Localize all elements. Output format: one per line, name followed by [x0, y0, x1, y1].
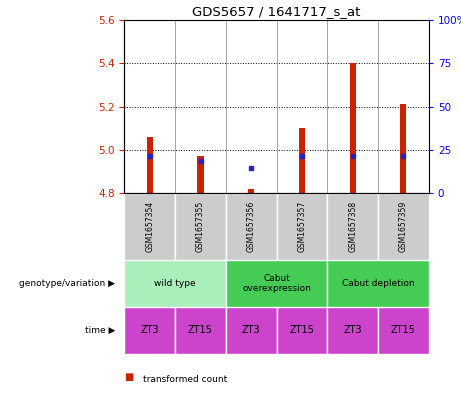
Bar — [248, 189, 254, 193]
Text: Cabut
overexpression: Cabut overexpression — [242, 274, 311, 293]
Title: GDS5657 / 1641717_s_at: GDS5657 / 1641717_s_at — [192, 6, 361, 18]
Bar — [400, 104, 407, 193]
Text: time ▶: time ▶ — [85, 326, 115, 335]
Bar — [124, 260, 226, 307]
Bar — [277, 307, 327, 354]
Text: ZT3: ZT3 — [141, 325, 159, 335]
Text: ZT3: ZT3 — [343, 325, 362, 335]
Text: GSM1657356: GSM1657356 — [247, 201, 256, 252]
Bar — [327, 307, 378, 354]
Bar — [277, 193, 327, 260]
Bar — [327, 193, 378, 260]
Bar — [124, 307, 175, 354]
Text: Cabut depletion: Cabut depletion — [342, 279, 414, 288]
Text: GSM1657357: GSM1657357 — [297, 201, 307, 252]
Bar — [299, 128, 305, 193]
Text: GSM1657359: GSM1657359 — [399, 201, 408, 252]
Bar — [226, 260, 327, 307]
Text: genotype/variation ▶: genotype/variation ▶ — [19, 279, 115, 288]
Bar — [147, 137, 153, 193]
Bar — [327, 260, 429, 307]
Bar — [349, 63, 356, 193]
Text: wild type: wild type — [154, 279, 196, 288]
Text: GSM1657355: GSM1657355 — [196, 201, 205, 252]
Text: ZT3: ZT3 — [242, 325, 260, 335]
Text: ■: ■ — [124, 372, 134, 382]
Text: ZT15: ZT15 — [188, 325, 213, 335]
Bar — [378, 307, 429, 354]
Bar — [175, 193, 226, 260]
Bar — [197, 156, 204, 193]
Bar — [378, 193, 429, 260]
Text: GSM1657354: GSM1657354 — [145, 201, 154, 252]
Bar — [226, 307, 277, 354]
Text: transformed count: transformed count — [143, 375, 227, 384]
Text: ■: ■ — [124, 392, 134, 393]
Text: GSM1657358: GSM1657358 — [348, 201, 357, 252]
Bar — [226, 193, 277, 260]
Bar — [175, 307, 226, 354]
Text: ZT15: ZT15 — [290, 325, 314, 335]
Bar — [124, 193, 175, 260]
Text: ZT15: ZT15 — [391, 325, 416, 335]
